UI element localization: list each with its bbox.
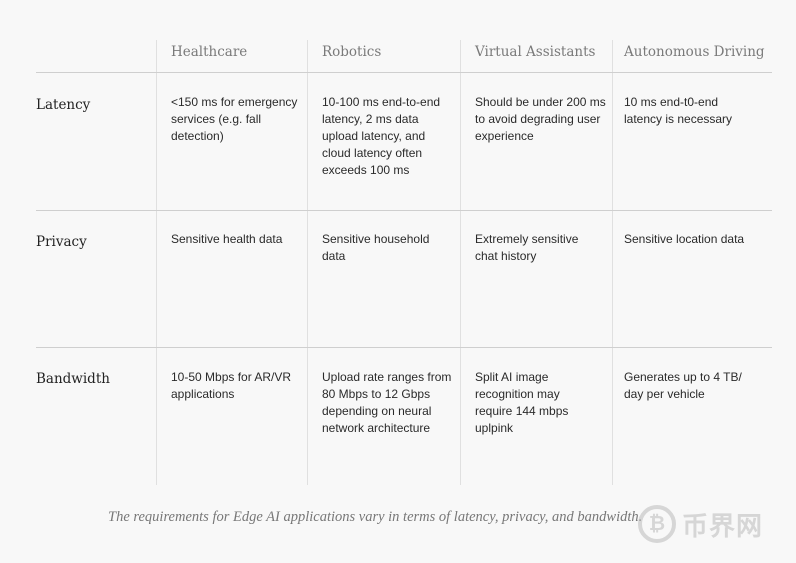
- watermark-text: 币界网: [682, 510, 764, 541]
- row-divider: [36, 347, 772, 348]
- column-header-autonomous-driving: Autonomous Driving: [624, 44, 765, 60]
- table-cell: Extremely sensitive chat history: [475, 232, 579, 263]
- table-cell: 10-100 ms end-to-end latency, 2 ms data …: [322, 95, 441, 177]
- row-label-latency: Latency: [36, 97, 91, 113]
- column-divider: [612, 40, 613, 485]
- bitcoin-coin-icon: ₿: [638, 505, 676, 543]
- row-label-bandwidth: Bandwidth: [36, 371, 110, 387]
- column-header-robotics: Robotics: [322, 44, 382, 60]
- table-cell: Sensitive household data: [322, 232, 430, 263]
- column-header-healthcare: Healthcare: [171, 44, 248, 60]
- column-divider: [460, 40, 461, 485]
- table-caption: The requirements for Edge AI application…: [108, 509, 643, 525]
- table-cell: Sensitive health data: [171, 232, 283, 246]
- watermark: ₿ 币界网: [638, 505, 763, 543]
- table-cell: Upload rate ranges from 80 Mbps to 12 Gb…: [322, 370, 452, 435]
- row-label-privacy: Privacy: [36, 234, 87, 250]
- row-divider: [36, 72, 772, 73]
- table-cell: Sensitive location data: [624, 232, 745, 246]
- row-divider: [36, 210, 772, 211]
- table-cell: Should be under 200 ms to avoid degradin…: [475, 95, 606, 143]
- table-cell: Split AI image recognition may require 1…: [475, 370, 569, 435]
- table-cell: Generates up to 4 TB/ day per vehicle: [624, 370, 742, 401]
- column-header-virtual-assistants: Virtual Assistants: [475, 44, 596, 60]
- column-divider: [156, 40, 157, 485]
- table-cell: <150 ms for emergency services (e.g. fal…: [171, 95, 298, 143]
- table-cell: 10 ms end-t0-end latency is necessary: [624, 95, 733, 126]
- column-divider: [307, 40, 308, 485]
- table-cell: 10-50 Mbps for AR/VR applications: [171, 370, 292, 401]
